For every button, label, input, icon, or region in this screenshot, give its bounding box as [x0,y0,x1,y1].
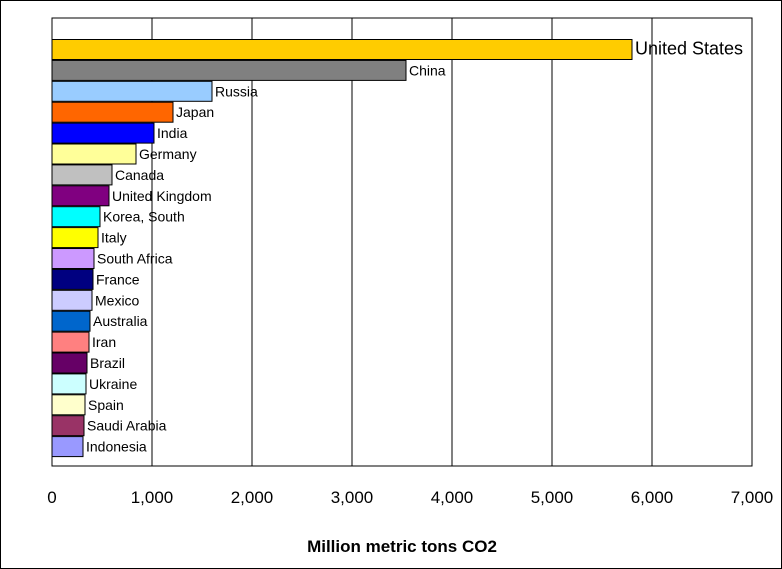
bar [51,415,85,437]
category-label: South Africa [97,251,173,267]
bar [51,331,90,353]
category-label: Korea, South [103,209,185,225]
x-tick-label: 2,000 [231,488,274,507]
category-label: Russia [215,83,258,99]
category-label: Brazil [90,355,125,371]
x-tick-label: 6,000 [631,488,674,507]
bar [51,394,86,416]
category-label: Germany [139,146,197,162]
x-tick-label: 3,000 [331,488,374,507]
bar [51,164,113,186]
bar [51,101,174,123]
category-label: Ukraine [89,376,137,392]
category-label: Spain [88,397,124,413]
category-label: Mexico [95,292,140,308]
bar [51,310,91,332]
bar [51,143,137,165]
bars-group [51,39,633,458]
bar [51,185,110,207]
x-tick-label: 1,000 [131,488,174,507]
category-label: Canada [115,167,164,183]
category-label: France [96,271,140,287]
x-axis-ticks: 0 1,000 2,000 3,000 4,000 5,000 6,000 7,000 [47,488,773,507]
x-tick-label: 4,000 [431,488,474,507]
bar [51,352,88,374]
x-tick-label: 7,000 [731,488,774,507]
category-label: China [409,62,446,78]
category-label: India [157,125,188,141]
bar [51,373,87,395]
bar [51,227,99,249]
category-label: Australia [93,313,148,329]
category-label: Indonesia [86,439,147,455]
category-label: Japan [176,104,214,120]
category-label: Italy [101,230,127,246]
bar [51,268,94,290]
bar [51,80,213,102]
bar [51,206,101,228]
bar [51,436,84,458]
bar [51,39,633,60]
category-label: United Kingdom [112,188,212,204]
x-tick-label: 5,000 [531,488,574,507]
category-label: United States [635,39,743,59]
bar [51,122,155,144]
bar [51,59,407,81]
bar [51,289,93,311]
category-label: Iran [92,334,116,350]
x-axis-label: Million metric tons CO2 [307,537,497,556]
category-label: Saudi Arabia [87,418,167,434]
bar [51,248,95,269]
x-tick-label: 0 [47,488,56,507]
